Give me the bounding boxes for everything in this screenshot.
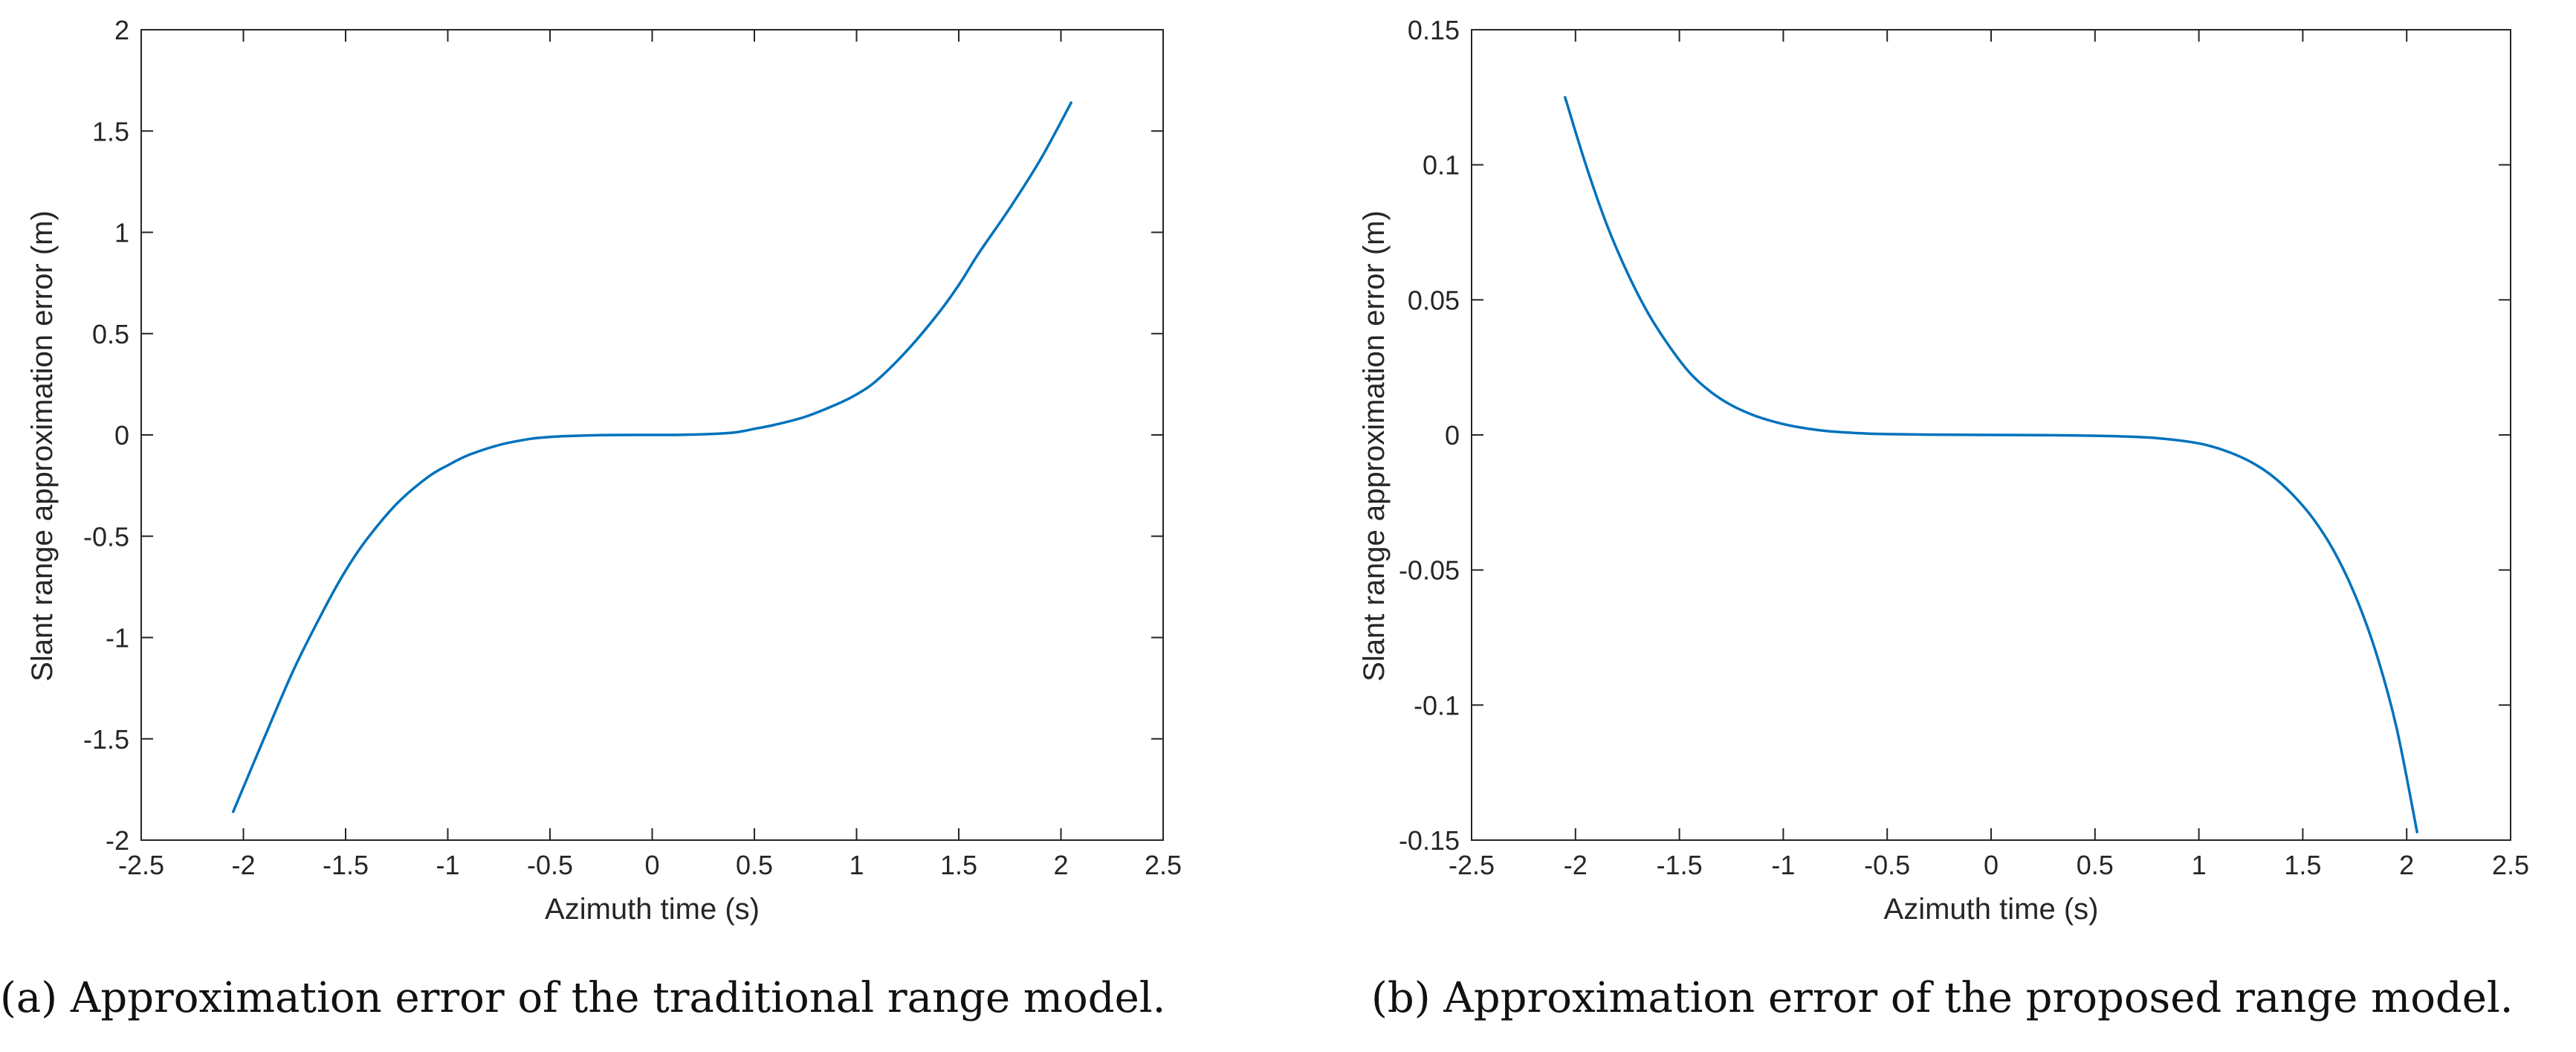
x-tick-label: 1 [849, 850, 864, 880]
x-tick-label: 0.5 [2077, 850, 2114, 880]
x-tick-label: -1 [436, 850, 459, 880]
y-axis-title: Slant range approximation error (m) [26, 210, 59, 682]
x-tick-label: -1.5 [1657, 850, 1703, 880]
y-tick-label: 0 [1445, 420, 1460, 451]
y-tick-label: -0.05 [1399, 555, 1460, 586]
y-tick-label: -0.5 [83, 521, 129, 552]
x-tick-label: 0.5 [736, 850, 773, 880]
x-tick-label: 1 [2192, 850, 2207, 880]
x-axis-title: Azimuth time (s) [545, 893, 760, 926]
y-tick-label: 2 [114, 15, 129, 45]
y-tick-label: 1.5 [92, 116, 129, 146]
x-tick-label: 2 [2399, 850, 2414, 880]
x-tick-label: -2 [231, 850, 255, 880]
x-tick-label: 0 [1984, 850, 1999, 880]
series-line-b [1564, 96, 2418, 833]
x-tick-label: 2.5 [2492, 850, 2529, 880]
x-tick-label: -2.5 [1449, 850, 1495, 880]
series-line-a [232, 101, 1072, 813]
x-tick-label: -2.5 [118, 850, 164, 880]
y-axis-title: Slant range approximation error (m) [1358, 210, 1391, 682]
x-tick-label: -1 [1771, 850, 1795, 880]
x-tick-label: 1.5 [2284, 850, 2321, 880]
y-tick-label: 0 [114, 420, 129, 451]
x-tick-label: 0 [644, 850, 659, 880]
caption-a: (a) Approximation error of the tradition… [0, 974, 1166, 1022]
x-tick-label: 1.5 [940, 850, 977, 880]
chart-panel-a: -2.5 -2 -1.5 -1 -0.5 0 0.5 1 1.5 2 2.5-2-1.5-1-0.5… [26, 15, 1182, 926]
y-tick-label: 0.05 [1408, 285, 1460, 315]
y-tick-label: 0.5 [92, 319, 129, 349]
x-tick-label: 2 [1053, 850, 1068, 880]
x-tick-label: -1.5 [323, 850, 369, 880]
y-tick-label: 0.15 [1408, 15, 1460, 45]
y-tick-label: -1.5 [83, 724, 129, 755]
x-tick-label: -0.5 [527, 850, 573, 880]
x-tick-label: -0.5 [1864, 850, 1910, 880]
x-axis-title: Azimuth time (s) [1884, 893, 2099, 926]
y-tick-label: -2 [106, 825, 129, 856]
caption-b: (b) Approximation error of the proposed … [1371, 974, 2514, 1022]
chart-panel-b: -2.5 -2 -1.5 -1 -0.5 0 0.5 1 1.5 2 2.5 -0.15 -0.1 -0.… [1358, 15, 2529, 926]
x-tick-label: -2 [1564, 850, 1588, 880]
y-tick-label: -1 [106, 623, 129, 654]
y-tick-label: 1 [114, 218, 129, 248]
y-tick-label: 0.1 [1423, 150, 1460, 181]
y-tick-label: -0.1 [1414, 690, 1460, 720]
x-tick-label: 2.5 [1145, 850, 1182, 880]
y-tick-label: -0.15 [1399, 825, 1460, 856]
